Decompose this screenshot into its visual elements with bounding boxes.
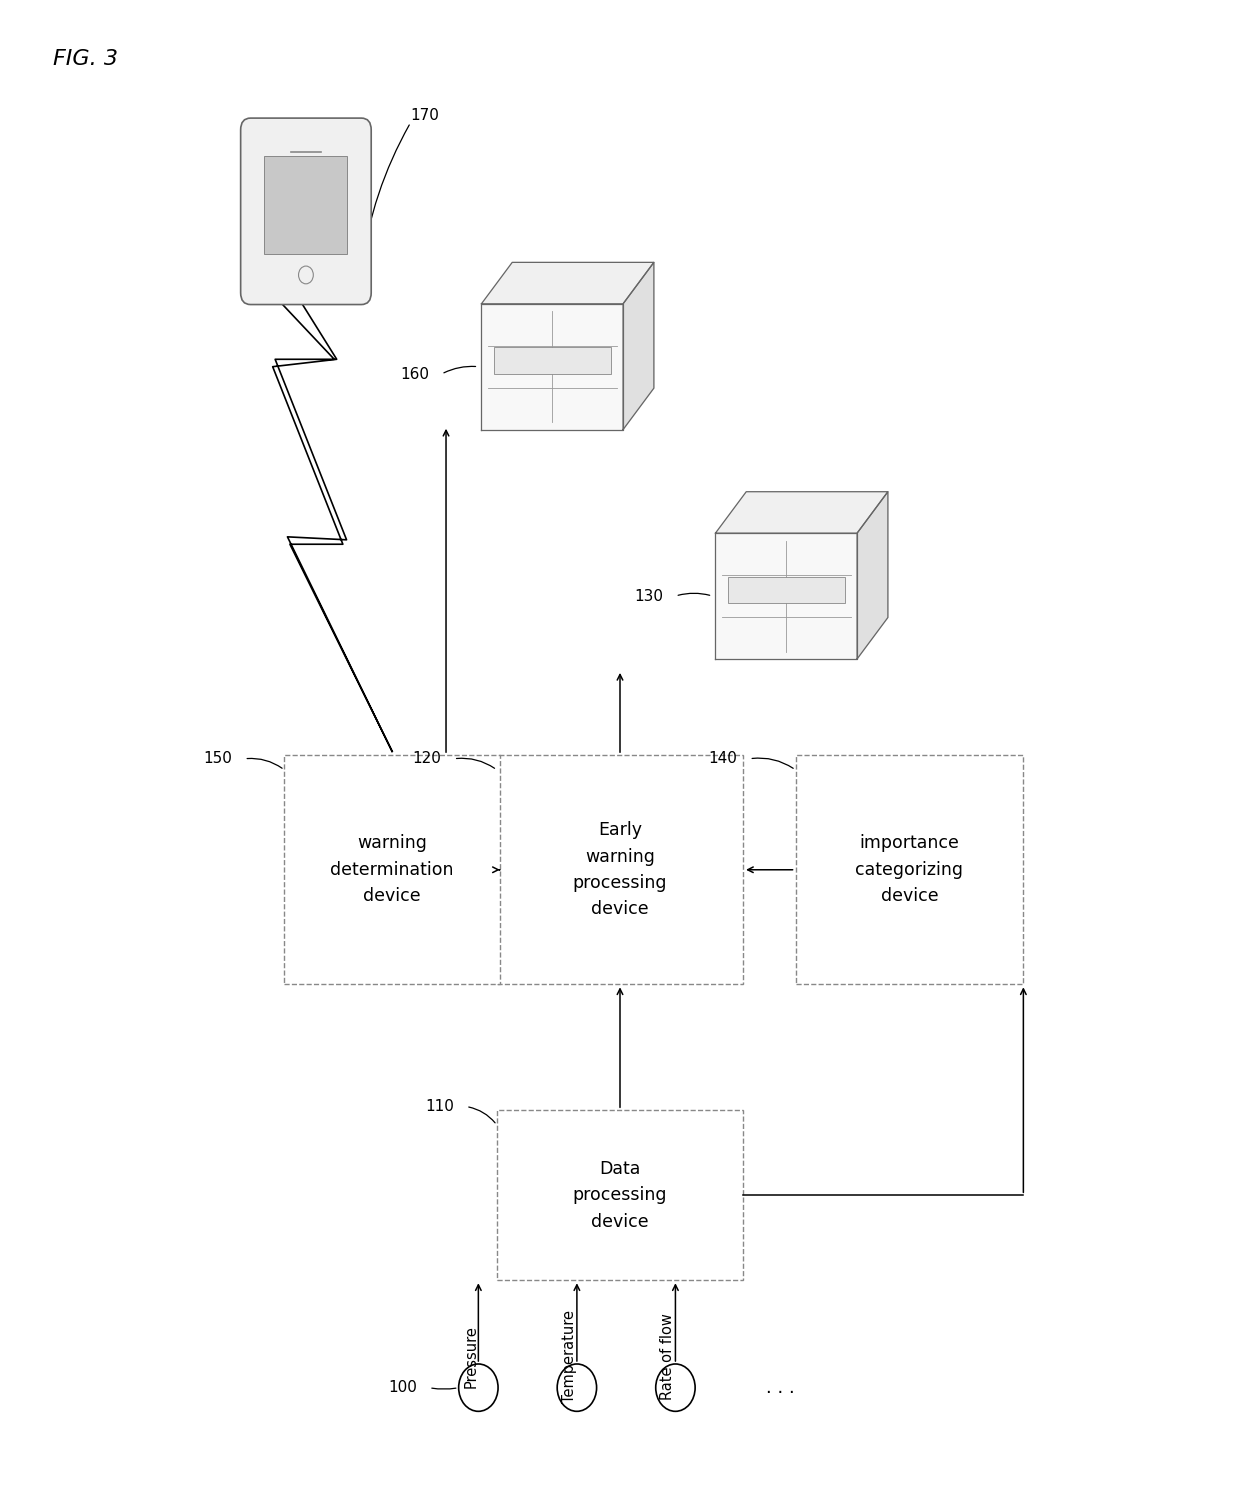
FancyBboxPatch shape [796, 754, 1023, 985]
Text: 130: 130 [634, 589, 663, 604]
FancyBboxPatch shape [264, 156, 347, 253]
Text: 120: 120 [413, 751, 441, 766]
FancyBboxPatch shape [241, 118, 371, 305]
Text: 110: 110 [425, 1100, 454, 1115]
FancyBboxPatch shape [728, 577, 844, 604]
Text: importance
categorizing
device: importance categorizing device [856, 835, 963, 905]
Text: 100: 100 [388, 1381, 417, 1396]
FancyBboxPatch shape [284, 754, 500, 985]
Text: Pressure: Pressure [464, 1326, 479, 1388]
FancyBboxPatch shape [497, 754, 743, 985]
Polygon shape [481, 262, 653, 304]
Text: FIG. 3: FIG. 3 [53, 49, 119, 68]
Text: . . .: . . . [766, 1379, 795, 1397]
Polygon shape [715, 491, 888, 533]
Text: 150: 150 [203, 751, 232, 766]
Text: 170: 170 [410, 107, 439, 122]
Text: Rate of flow: Rate of flow [661, 1312, 676, 1400]
Polygon shape [250, 271, 392, 751]
Polygon shape [857, 491, 888, 659]
Polygon shape [481, 304, 622, 430]
Text: 160: 160 [401, 366, 429, 381]
FancyBboxPatch shape [497, 1110, 743, 1280]
FancyBboxPatch shape [494, 348, 611, 373]
Polygon shape [715, 533, 857, 659]
Text: 140: 140 [708, 751, 737, 766]
Text: Temperature: Temperature [562, 1309, 577, 1403]
Text: Data
processing
device: Data processing device [573, 1161, 667, 1231]
Text: Early
warning
processing
device: Early warning processing device [573, 821, 667, 918]
Polygon shape [622, 262, 653, 430]
Text: warning
determination
device: warning determination device [330, 835, 454, 905]
